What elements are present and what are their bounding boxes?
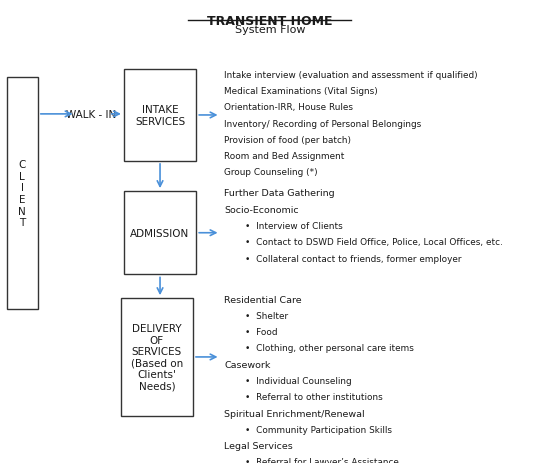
Text: Group Counseling (*): Group Counseling (*)	[224, 168, 318, 177]
Text: •  Food: • Food	[245, 327, 277, 337]
Text: •  Community Participation Skills: • Community Participation Skills	[245, 425, 391, 434]
Text: Casework: Casework	[224, 360, 270, 369]
Text: Spiritual Enrichment/Renewal: Spiritual Enrichment/Renewal	[224, 409, 365, 418]
Text: •  Shelter: • Shelter	[245, 311, 288, 320]
Text: TRANSIENT HOME: TRANSIENT HOME	[207, 15, 333, 28]
Text: •  Individual Counseling: • Individual Counseling	[245, 376, 351, 385]
Text: •  Referral for Lawyer’s Assistance: • Referral for Lawyer’s Assistance	[245, 457, 399, 463]
Text: •  Referral to other institutions: • Referral to other institutions	[245, 393, 382, 401]
Text: Intake interview (evaluation and assessment if qualified): Intake interview (evaluation and assessm…	[224, 71, 478, 80]
FancyBboxPatch shape	[124, 70, 196, 162]
Text: DELIVERY
OF
SERVICES
(Based on
Clients'
Needs): DELIVERY OF SERVICES (Based on Clients' …	[130, 323, 183, 391]
Text: Further Data Gathering: Further Data Gathering	[224, 188, 335, 197]
FancyBboxPatch shape	[7, 78, 38, 309]
Text: ADMISSION: ADMISSION	[130, 228, 190, 238]
Text: Orientation-IRR, House Rules: Orientation-IRR, House Rules	[224, 103, 353, 112]
Text: •  Clothing, other personal care items: • Clothing, other personal care items	[245, 344, 413, 353]
Text: •  Contact to DSWD Field Office, Police, Local Offices, etc.: • Contact to DSWD Field Office, Police, …	[245, 238, 502, 247]
Text: •  Interview of Clients: • Interview of Clients	[245, 221, 342, 231]
Text: Socio-Economic: Socio-Economic	[224, 205, 299, 214]
Text: •  Collateral contact to friends, former employer: • Collateral contact to friends, former …	[245, 254, 461, 263]
Text: Medical Examinations (Vital Signs): Medical Examinations (Vital Signs)	[224, 87, 378, 96]
Text: C
L
I
E
N
T: C L I E N T	[18, 160, 26, 228]
Text: WALK - IN: WALK - IN	[67, 110, 116, 119]
Text: Residential Care: Residential Care	[224, 295, 302, 304]
Text: INTAKE
SERVICES: INTAKE SERVICES	[135, 105, 185, 126]
FancyBboxPatch shape	[124, 192, 196, 275]
Text: Legal Services: Legal Services	[224, 441, 293, 450]
Text: Provision of food (per batch): Provision of food (per batch)	[224, 136, 351, 144]
Text: System Flow: System Flow	[235, 25, 305, 35]
Text: Inventory/ Recording of Personal Belongings: Inventory/ Recording of Personal Belongi…	[224, 119, 422, 128]
FancyBboxPatch shape	[120, 298, 193, 416]
Text: Room and Bed Assignment: Room and Bed Assignment	[224, 152, 344, 161]
